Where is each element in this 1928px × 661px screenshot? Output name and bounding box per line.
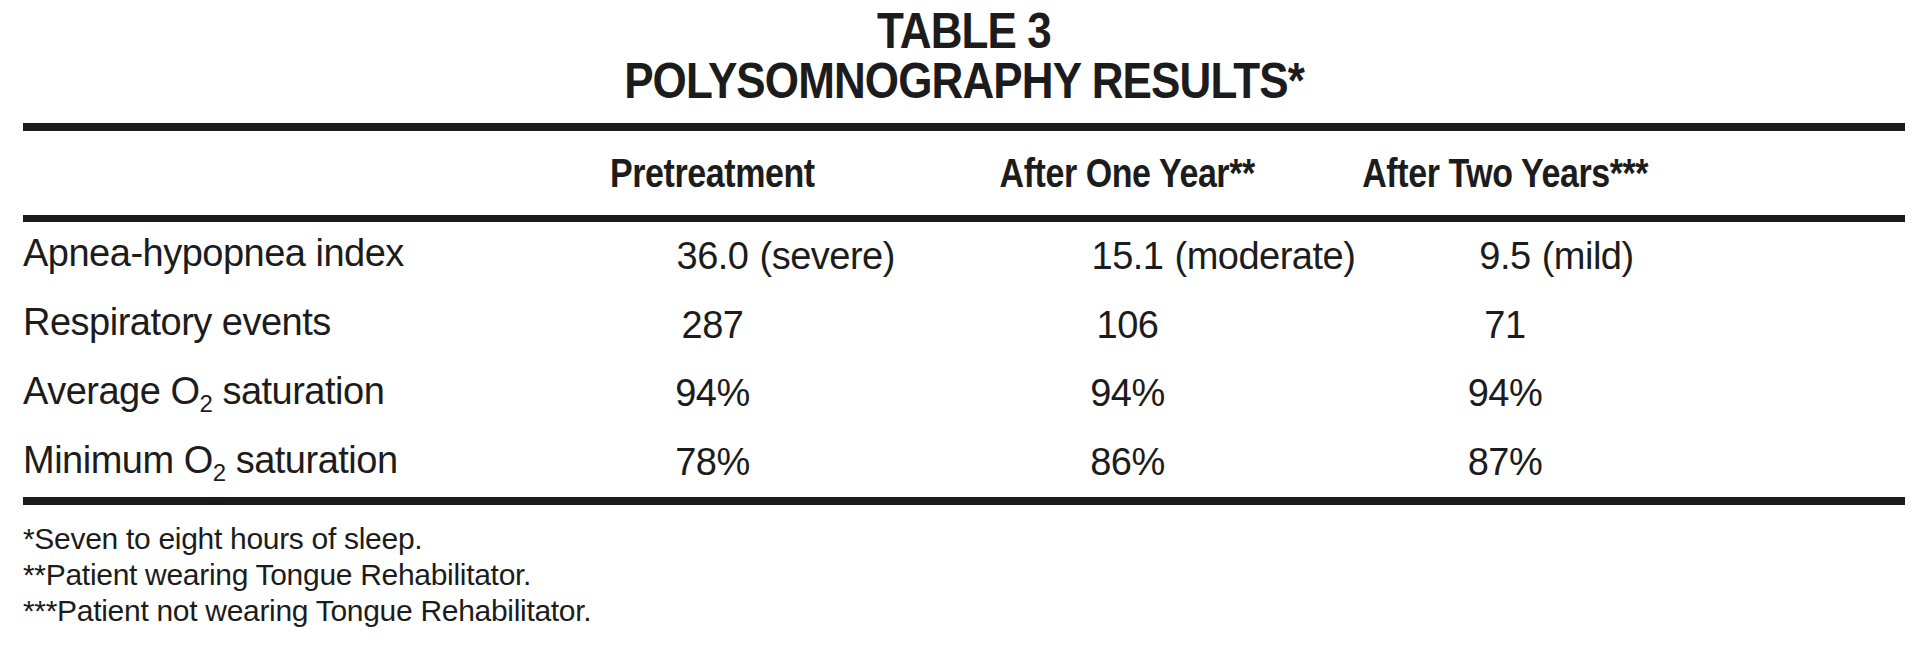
footnote: *Seven to eight hours of sleep. — [23, 521, 1905, 557]
row-label: Minimum O2 saturation — [23, 439, 505, 487]
column-header-label: After Two Years*** — [1362, 151, 1648, 196]
value-number: 287 — [682, 304, 744, 346]
table-title-block: TABLE 3 POLYSOMNOGRAPHY RESULTS* — [23, 0, 1905, 106]
value-number: 94% — [1468, 372, 1543, 414]
row-label-text-post: saturation — [212, 370, 384, 412]
value-qualifier: (mild) — [1531, 235, 1634, 278]
column-header-after-one-year: After One Year** — [920, 151, 1335, 196]
row-label-text-post: saturation — [226, 439, 398, 481]
value-cell-pretreatment: 36.0(severe) — [505, 235, 920, 278]
value-number: 36.0 — [677, 235, 749, 277]
value-cell-pretreatment: 94% — [505, 372, 920, 415]
value-cell-after-two-years: 87% — [1335, 441, 1675, 484]
value-cell-after-two-years: 94% — [1335, 372, 1675, 415]
table-row-minimum-o2-saturation: Minimum O2 saturation 78% 86% 87% — [23, 428, 1905, 497]
value-qualifier: (severe) — [748, 235, 894, 278]
value-cell-after-one-year: 106 — [920, 304, 1335, 347]
value-number: 106 — [1097, 304, 1159, 346]
value-cell-pretreatment: 287 — [505, 304, 920, 347]
header-separator-rule — [23, 215, 1905, 222]
value-number: 86% — [1090, 441, 1165, 483]
value-number: 71 — [1484, 304, 1525, 346]
column-header-label: Pretreatment — [610, 151, 815, 196]
value-number: 78% — [675, 441, 750, 483]
value-number: 94% — [675, 372, 750, 414]
row-label: Average O2 saturation — [23, 370, 505, 418]
table-body: Apnea-hypopnea index 36.0(severe) 15.1(m… — [23, 222, 1905, 497]
column-header-label: After One Year** — [1000, 151, 1255, 196]
value-number: 87% — [1468, 441, 1543, 483]
table-rule-bottom — [23, 497, 1905, 505]
value-number: 94% — [1090, 372, 1165, 414]
row-label-text: Average O — [23, 370, 199, 412]
column-header-pretreatment: Pretreatment — [505, 151, 920, 196]
table-number: TABLE 3 — [136, 6, 1792, 56]
value-cell-pretreatment: 78% — [505, 441, 920, 484]
row-label: Apnea-hypopnea index — [23, 232, 505, 280]
table-footnotes: *Seven to eight hours of sleep. **Patien… — [23, 521, 1905, 629]
value-cell-after-two-years: 71 — [1335, 304, 1675, 347]
row-label-subscript: 2 — [213, 459, 226, 486]
table-row-average-o2-saturation: Average O2 saturation 94% 94% 94% — [23, 360, 1905, 429]
row-label-text: Respiratory events — [23, 301, 331, 343]
value-cell-after-two-years: 9.5(mild) — [1335, 235, 1675, 278]
value-cell-after-one-year: 94% — [920, 372, 1335, 415]
table-row-apnea-hypopnea-index: Apnea-hypopnea index 36.0(severe) 15.1(m… — [23, 222, 1905, 291]
row-label-text: Minimum O — [23, 439, 213, 481]
polysomnography-table: TABLE 3 POLYSOMNOGRAPHY RESULTS* Pretrea… — [23, 0, 1905, 629]
value-number: 15.1 — [1092, 235, 1164, 277]
value-cell-after-one-year: 15.1(moderate) — [920, 235, 1335, 278]
value-number: 9.5 — [1479, 235, 1530, 277]
value-qualifier: (moderate) — [1163, 235, 1355, 278]
row-label-subscript: 2 — [199, 390, 212, 417]
row-label-text: Apnea-hypopnea index — [23, 232, 404, 274]
table-title: POLYSOMNOGRAPHY RESULTS* — [136, 56, 1792, 106]
value-cell-after-one-year: 86% — [920, 441, 1335, 484]
table-rule-top — [23, 123, 1905, 131]
footnote: **Patient wearing Tongue Rehabilitator. — [23, 557, 1905, 593]
table-header-row: Pretreatment After One Year** After Two … — [23, 131, 1905, 215]
column-header-after-two-years: After Two Years*** — [1335, 151, 1675, 196]
footnote: ***Patient not wearing Tongue Rehabilita… — [23, 593, 1905, 629]
row-label: Respiratory events — [23, 301, 505, 349]
table-row-respiratory-events: Respiratory events 287 106 71 — [23, 291, 1905, 360]
